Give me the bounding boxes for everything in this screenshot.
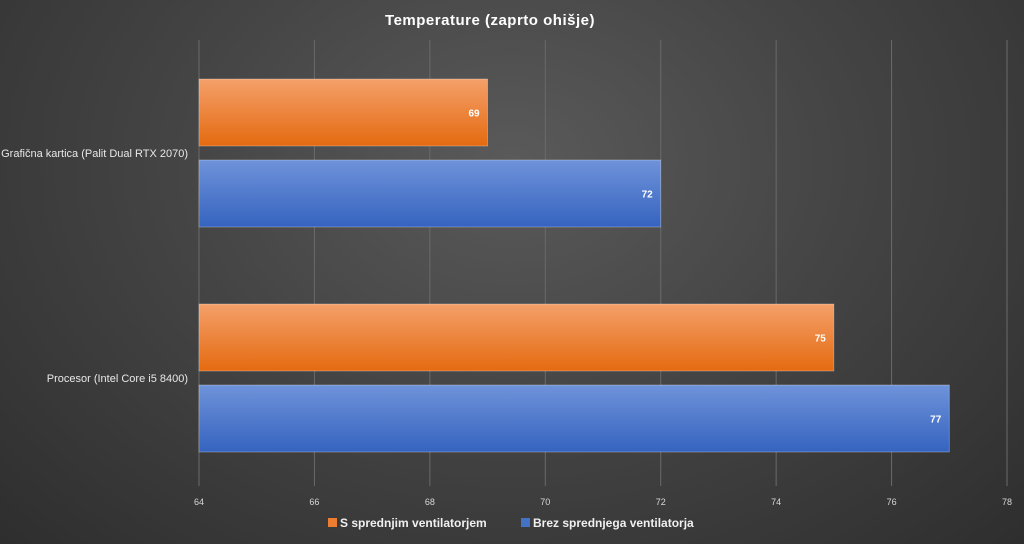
legend-swatch	[328, 518, 337, 527]
x-axis-ticks: 64 66 68 70 72 74 76 78	[194, 497, 1012, 507]
x-tick-label: 66	[309, 497, 319, 507]
x-tick-label: 70	[540, 497, 550, 507]
data-labels: 69 72 75 77	[468, 109, 941, 426]
legend-label: S sprednjim ventilatorjem	[340, 516, 487, 530]
data-label: 72	[642, 190, 654, 201]
legend: S sprednjim ventilatorjem Brez sprednjega…	[328, 516, 694, 530]
legend-label: Brez sprednjega ventilatorja	[533, 516, 694, 530]
data-label: 75	[815, 334, 827, 345]
x-tick-label: 78	[1002, 497, 1012, 507]
bar	[198, 303, 835, 372]
category-labels: Grafična kartica (Palit Dual RTX 2070) Pr…	[1, 148, 188, 385]
category-label: Procesor (Intel Core i5 8400)	[47, 373, 188, 385]
x-tick-label: 68	[425, 497, 435, 507]
data-label: 69	[468, 109, 480, 120]
legend-swatch	[521, 518, 530, 527]
x-tick-label: 72	[656, 497, 666, 507]
chart-title: Temperature (zaprto ohišje)	[385, 12, 595, 29]
bar	[198, 384, 950, 453]
data-label: 77	[930, 415, 942, 426]
bar	[198, 159, 662, 228]
bars	[198, 78, 950, 453]
x-tick-label: 64	[194, 497, 204, 507]
category-label: Grafična kartica (Palit Dual RTX 2070)	[1, 148, 188, 160]
x-tick-label: 74	[771, 497, 781, 507]
bar	[198, 78, 488, 147]
x-tick-label: 76	[887, 497, 897, 507]
